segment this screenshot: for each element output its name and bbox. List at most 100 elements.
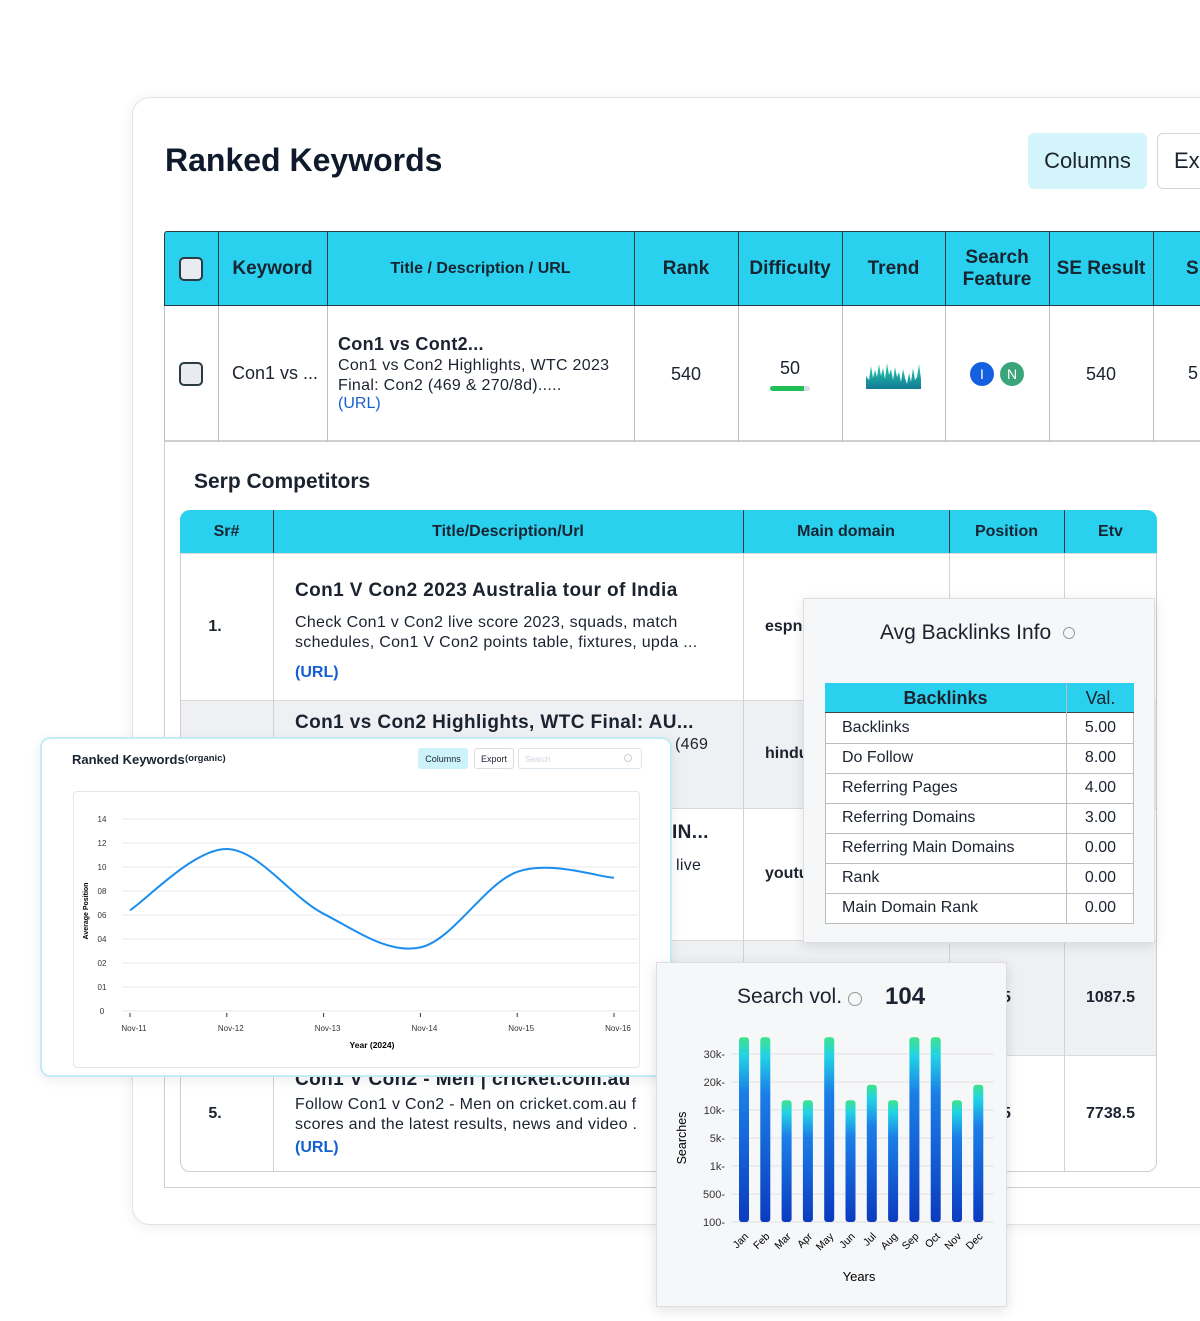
x-tick-label: May — [814, 1230, 837, 1253]
x-tick-label: Dec — [964, 1231, 986, 1253]
backlinks-label: Rank — [842, 869, 880, 886]
bar — [952, 1100, 962, 1222]
backlinks-card: Avg Backlinks Info Backlinks Val. Backlinks… — [803, 598, 1155, 943]
y-tick-label: 08 — [98, 887, 107, 896]
x-tick-label: Jul — [861, 1231, 879, 1249]
y-tick-label: 06 — [98, 911, 107, 920]
result-title: Con1 vs Cont2... — [338, 334, 484, 354]
row-divider — [825, 863, 1134, 864]
serp-url[interactable]: (URL) — [295, 1139, 339, 1156]
column-divider — [743, 510, 744, 553]
result-url[interactable]: (URL) — [338, 395, 381, 412]
bar — [888, 1100, 899, 1222]
y-axis-label: Average Position — [83, 883, 90, 940]
bar — [739, 1037, 749, 1222]
checkbox[interactable] — [179, 257, 203, 281]
backlinks-label: Main Domain Rank — [842, 899, 979, 916]
column-header: Rank — [662, 257, 710, 279]
backlinks-value: 8.00 — [1084, 749, 1117, 766]
backlinks-label: Do Follow — [842, 749, 914, 766]
x-tick-label: Nov-11 — [121, 1024, 147, 1033]
serp-sr: 1. — [208, 617, 222, 635]
chart-title: Search vol. — [737, 985, 843, 1008]
column-divider — [1153, 231, 1154, 306]
serp-title: Con1 vs Con2 Highlights, WTC Final: AU..… — [295, 712, 694, 733]
column-divider — [634, 306, 635, 442]
x-tick-label: Jun — [837, 1231, 858, 1252]
columns-button[interactable]: Columns — [418, 748, 468, 769]
info-icon — [848, 992, 862, 1006]
bar — [845, 1100, 856, 1222]
checkbox[interactable] — [179, 362, 203, 386]
y-tick-label: 100- — [703, 1217, 725, 1229]
search-feature-icon: N — [1000, 362, 1024, 386]
serp-sr: 5. — [208, 1104, 222, 1122]
column-divider — [327, 306, 328, 442]
search-input[interactable]: Search — [518, 748, 642, 769]
difficulty-bar — [770, 386, 810, 391]
y-tick-label: 10k- — [704, 1105, 726, 1117]
columns-button[interactable]: Columns — [1028, 133, 1147, 189]
y-tick-label: 5k- — [710, 1133, 726, 1145]
serp-url[interactable]: (URL) — [295, 664, 339, 681]
rank-cell: 540 — [670, 363, 702, 384]
y-tick-label: 01 — [98, 983, 107, 992]
extra-cell: 5 — [1188, 363, 1199, 383]
chart-subtitle: (organic) — [185, 753, 226, 764]
serp-description: Follow Con1 v Con2 - Men on cricket.com.… — [295, 1096, 638, 1133]
table-header — [164, 231, 1200, 306]
column-divider — [738, 306, 739, 442]
column-divider — [743, 553, 744, 1171]
column-divider — [634, 231, 635, 306]
column-header: Keyword — [232, 257, 313, 279]
row-divider — [825, 773, 1134, 774]
export-button[interactable]: Export — [474, 748, 514, 769]
info-icon — [1063, 627, 1075, 639]
serp-column-header: Position — [974, 522, 1039, 540]
serp-description: (469 — [675, 736, 709, 753]
serp-column-header: Etv — [1098, 522, 1123, 540]
bar — [824, 1037, 835, 1222]
export-button[interactable]: Export — [1157, 133, 1200, 189]
page-title: Ranked Keywords — [165, 142, 443, 178]
column-header: Trend — [867, 257, 920, 279]
backlinks-value: 4.00 — [1084, 779, 1117, 796]
result-description: Con1 vs Con2 Highlights, WTC 2023 Final:… — [338, 357, 610, 394]
sparkline-area — [866, 363, 921, 389]
column-divider — [1153, 306, 1154, 442]
row-divider — [825, 833, 1134, 834]
x-tick-label: Oct — [923, 1231, 943, 1251]
serp-header — [180, 510, 1157, 553]
y-tick-label: 30k- — [704, 1049, 726, 1061]
y-tick-label: 0 — [100, 1007, 105, 1016]
y-tick-label: 1k- — [710, 1161, 726, 1173]
serp-title: Con1 V Con2 2023 Australia tour of India — [295, 580, 678, 601]
serp-domain: youtu — [765, 865, 809, 882]
x-tick-label: Aug — [879, 1231, 901, 1253]
bar — [973, 1084, 984, 1222]
backlinks-value: 3.00 — [1084, 809, 1117, 826]
serp-etv: 7738.5 — [1086, 1104, 1135, 1122]
backlinks-col: Backlinks — [903, 687, 988, 708]
column-divider — [218, 306, 219, 442]
backlinks-value: 0.00 — [1084, 869, 1117, 886]
serp-description: live — [676, 857, 702, 874]
y-tick-label: 500- — [703, 1189, 725, 1201]
row-divider — [825, 803, 1134, 804]
chart-total: 104 — [885, 983, 926, 1010]
difficulty-cell: 50 — [779, 358, 801, 378]
x-tick-label: Nov-16 — [605, 1024, 631, 1033]
serp-title: IN... — [672, 822, 709, 843]
column-divider — [842, 231, 843, 306]
column-header: SE Result — [1056, 257, 1146, 279]
bar — [930, 1037, 941, 1222]
column-divider — [945, 306, 946, 442]
backlinks-label: Referring Main Domains — [842, 839, 1015, 856]
backlinks-label: Referring Pages — [842, 779, 958, 796]
column-divider — [1049, 306, 1050, 442]
column-divider — [1064, 510, 1065, 553]
column-header: Title / Description / URL — [390, 259, 571, 277]
sparkline — [866, 363, 921, 389]
serp-domain: espn — [765, 617, 803, 635]
chart-title: Ranked Keywords — [72, 752, 185, 767]
